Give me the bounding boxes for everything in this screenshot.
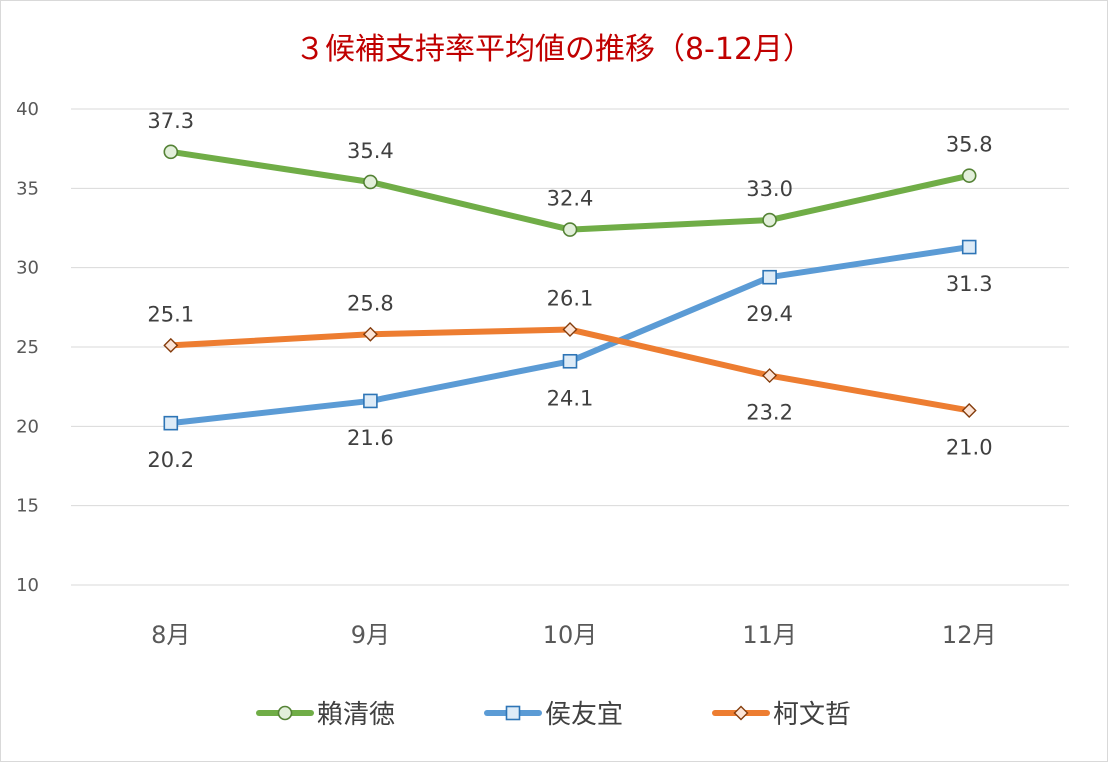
gridlines — [71, 108, 1069, 586]
data-point — [562, 222, 578, 237]
y-tick-label: 40 — [16, 99, 39, 120]
chart-title: ３候補支持率平均値の推移（8-12月） — [295, 32, 813, 67]
data-label: 37.3 — [147, 109, 194, 133]
data-label: 23.2 — [746, 401, 793, 425]
x-tick-label: 9月 — [351, 621, 390, 649]
x-tick-label: 12月 — [942, 621, 997, 649]
legend: 賴清徳 侯友宜 柯文哲 — [256, 700, 851, 730]
series-group — [163, 144, 977, 431]
data-label: 32.4 — [547, 187, 594, 211]
y-tick-label: 35 — [16, 178, 39, 199]
data-point — [163, 337, 179, 353]
data-point — [163, 415, 179, 431]
legend-marker — [733, 705, 749, 721]
data-label: 21.6 — [347, 426, 394, 450]
legend-item: 柯文哲 — [712, 700, 851, 730]
data-label: 35.8 — [946, 133, 993, 157]
data-point — [961, 168, 977, 183]
data-point — [762, 269, 777, 285]
data-point — [363, 393, 378, 409]
data-label: 31.3 — [946, 272, 993, 296]
data-label: 35.4 — [347, 139, 394, 163]
legend-marker — [505, 705, 521, 721]
data-labels: 37.3 35.4 32.4 33.0 35.8 20.2 21.6 24.1 29.4 31.3… — [147, 109, 992, 472]
data-label: 21.0 — [946, 435, 993, 459]
data-label: 33.0 — [746, 177, 793, 201]
data-label: 29.4 — [746, 302, 793, 326]
data-point — [362, 326, 378, 342]
y-tick-label: 20 — [16, 416, 39, 437]
legend-item: 賴清徳 — [256, 700, 395, 730]
x-tick-label: 10月 — [543, 621, 598, 649]
legend-label: 柯文哲 — [773, 700, 851, 730]
x-tick-label: 11月 — [742, 621, 797, 649]
y-tick-label: 30 — [16, 258, 39, 279]
legend-marker — [277, 705, 293, 721]
y-tick-label: 15 — [16, 496, 39, 517]
data-point — [762, 212, 777, 228]
y-tick-label: 25 — [16, 337, 39, 358]
legend-item: 侯友宜 — [484, 700, 623, 730]
data-point — [961, 402, 977, 418]
data-label: 25.1 — [147, 302, 194, 326]
data-point — [562, 322, 578, 338]
legend-label: 侯友宜 — [545, 700, 623, 730]
x-axis-ticks: 8月 9月 10月 11月 12月 — [151, 621, 996, 649]
data-point — [961, 239, 977, 255]
data-point — [762, 368, 778, 384]
data-label: 25.8 — [347, 291, 394, 315]
data-point — [163, 144, 179, 160]
x-tick-label: 8月 — [151, 621, 190, 649]
data-point — [562, 353, 578, 369]
legend-label: 賴清徳 — [317, 700, 395, 730]
y-tick-label: 10 — [16, 575, 39, 596]
data-label: 24.1 — [547, 386, 594, 410]
data-point — [363, 174, 378, 190]
data-label: 26.1 — [547, 287, 594, 311]
y-axis-ticks: 10 15 20 25 30 35 40 — [16, 99, 39, 596]
data-label: 20.2 — [147, 448, 194, 472]
